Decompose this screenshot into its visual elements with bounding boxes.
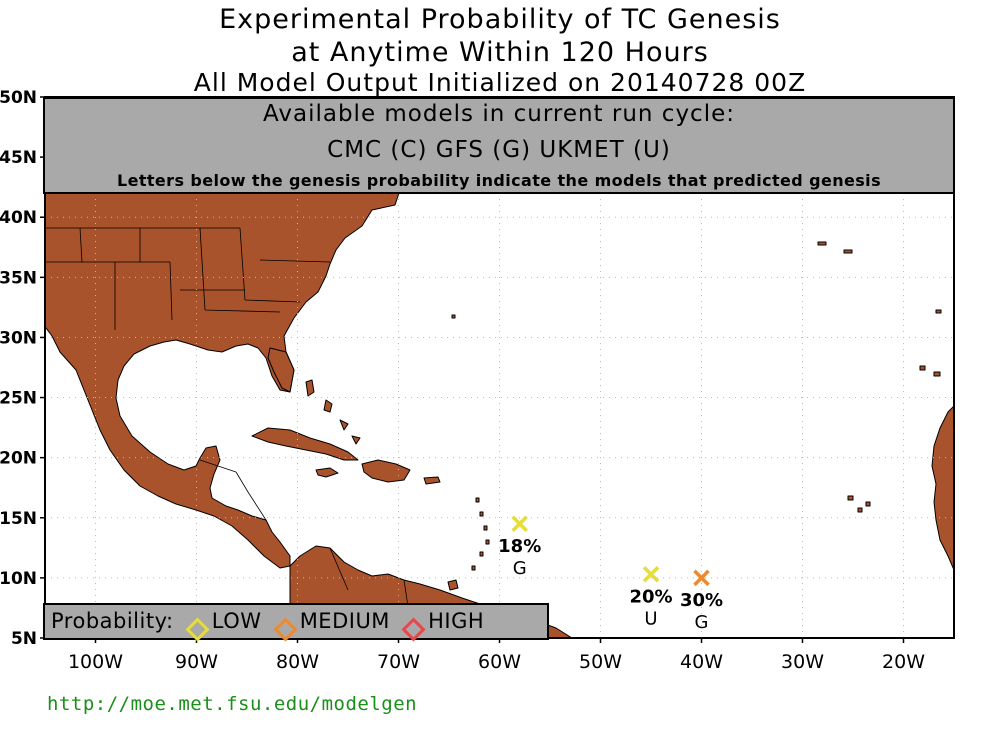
banner-line-1: Available models in current run cycle: (262, 101, 735, 127)
title-line-3: All Model Output Initialized on 20140728… (193, 68, 807, 97)
models-banner: Available models in current run cycle: C… (43, 97, 955, 194)
legend-label: Probability: (51, 609, 174, 633)
bahamas (305, 379, 361, 445)
hispaniola (361, 459, 411, 483)
genesis-x-marker (642, 566, 660, 583)
lat-tick-label: 50N (0, 88, 37, 108)
genesis-models-label: G (695, 612, 709, 633)
lat-tick-label: 15N (0, 509, 37, 529)
genesis-probability-label: 18% (498, 536, 541, 557)
puerto-rico (423, 476, 441, 485)
africa-land (931, 405, 954, 571)
lat-tick-label: 45N (0, 148, 37, 168)
genesis-models-label: U (644, 608, 657, 629)
genesis-point: 18%G (498, 515, 541, 579)
lat-tick-label: 10N (0, 569, 37, 589)
jamaica (315, 467, 339, 478)
source-url[interactable]: http://moe.met.fsu.edu/modelgen (47, 693, 418, 715)
medium-diamond-icon (273, 617, 298, 642)
banner-line-2: CMC (C) GFS (G) UKMET (U) (327, 137, 671, 163)
low-diamond-icon (185, 617, 210, 642)
legend-high-label: HIGH (428, 609, 485, 633)
probability-legend: Probability: LOW MEDIUM HIGH (43, 603, 549, 642)
lat-tick-label: 30N (0, 328, 37, 348)
lon-tick-label: 30W (781, 651, 824, 673)
high-diamond-icon (401, 617, 426, 642)
genesis-points: 18%G20%U30%G (498, 515, 723, 633)
trinidad (447, 579, 459, 591)
genesis-probability-label: 30% (680, 590, 723, 611)
madeira (935, 309, 942, 314)
azores (817, 241, 853, 254)
lat-tick-label: 25N (0, 389, 37, 409)
genesis-models-label: G (513, 558, 527, 579)
legend-item-medium: MEDIUM (269, 605, 390, 642)
legend-medium-label: MEDIUM (299, 609, 390, 633)
bermuda (451, 314, 456, 319)
genesis-point: 20%U (629, 566, 673, 629)
banner-line-3: Letters below the genesis probability in… (116, 171, 881, 190)
canary-islands (919, 365, 941, 377)
lon-tick-label: 80W (276, 651, 319, 673)
title-line-2: at Anytime Within 120 Hours (291, 37, 709, 68)
genesis-point: 30%G (680, 569, 723, 633)
lon-tick-label: 70W (377, 651, 420, 673)
cape-verde (847, 495, 871, 513)
legend-low-label: LOW (211, 609, 262, 633)
lon-tick-label: 20W (882, 651, 925, 673)
lon-tick-label: 50W (579, 651, 622, 673)
florida (267, 347, 295, 393)
lat-tick-label: 5N (11, 629, 37, 649)
genesis-x-marker (693, 569, 710, 587)
lesser-antilles (471, 497, 490, 571)
longitude-axis: 100W 90W 80W 70W 60W 50W 40W 30W 20W (68, 638, 925, 673)
title-line-1: Experimental Probability of TC Genesis (219, 4, 781, 35)
lat-tick-label: 35N (0, 268, 37, 288)
lon-tick-label: 90W (175, 651, 218, 673)
north-america-land (45, 189, 401, 569)
lon-tick-label: 100W (68, 651, 123, 673)
lat-tick-label: 40N (0, 208, 37, 228)
lat-tick-label: 20N (0, 449, 37, 469)
lon-tick-label: 60W (478, 651, 521, 673)
genesis-x-marker (511, 515, 528, 533)
legend-item-high: HIGH (397, 605, 485, 642)
lon-tick-label: 40W (680, 651, 723, 673)
genesis-probability-label: 20% (629, 586, 672, 607)
latitude-axis: 50N 45N 40N 35N 30N 25N 20N 15N 10N 5N (0, 88, 45, 649)
legend-item-low: LOW (181, 605, 262, 642)
cuba (251, 427, 359, 461)
